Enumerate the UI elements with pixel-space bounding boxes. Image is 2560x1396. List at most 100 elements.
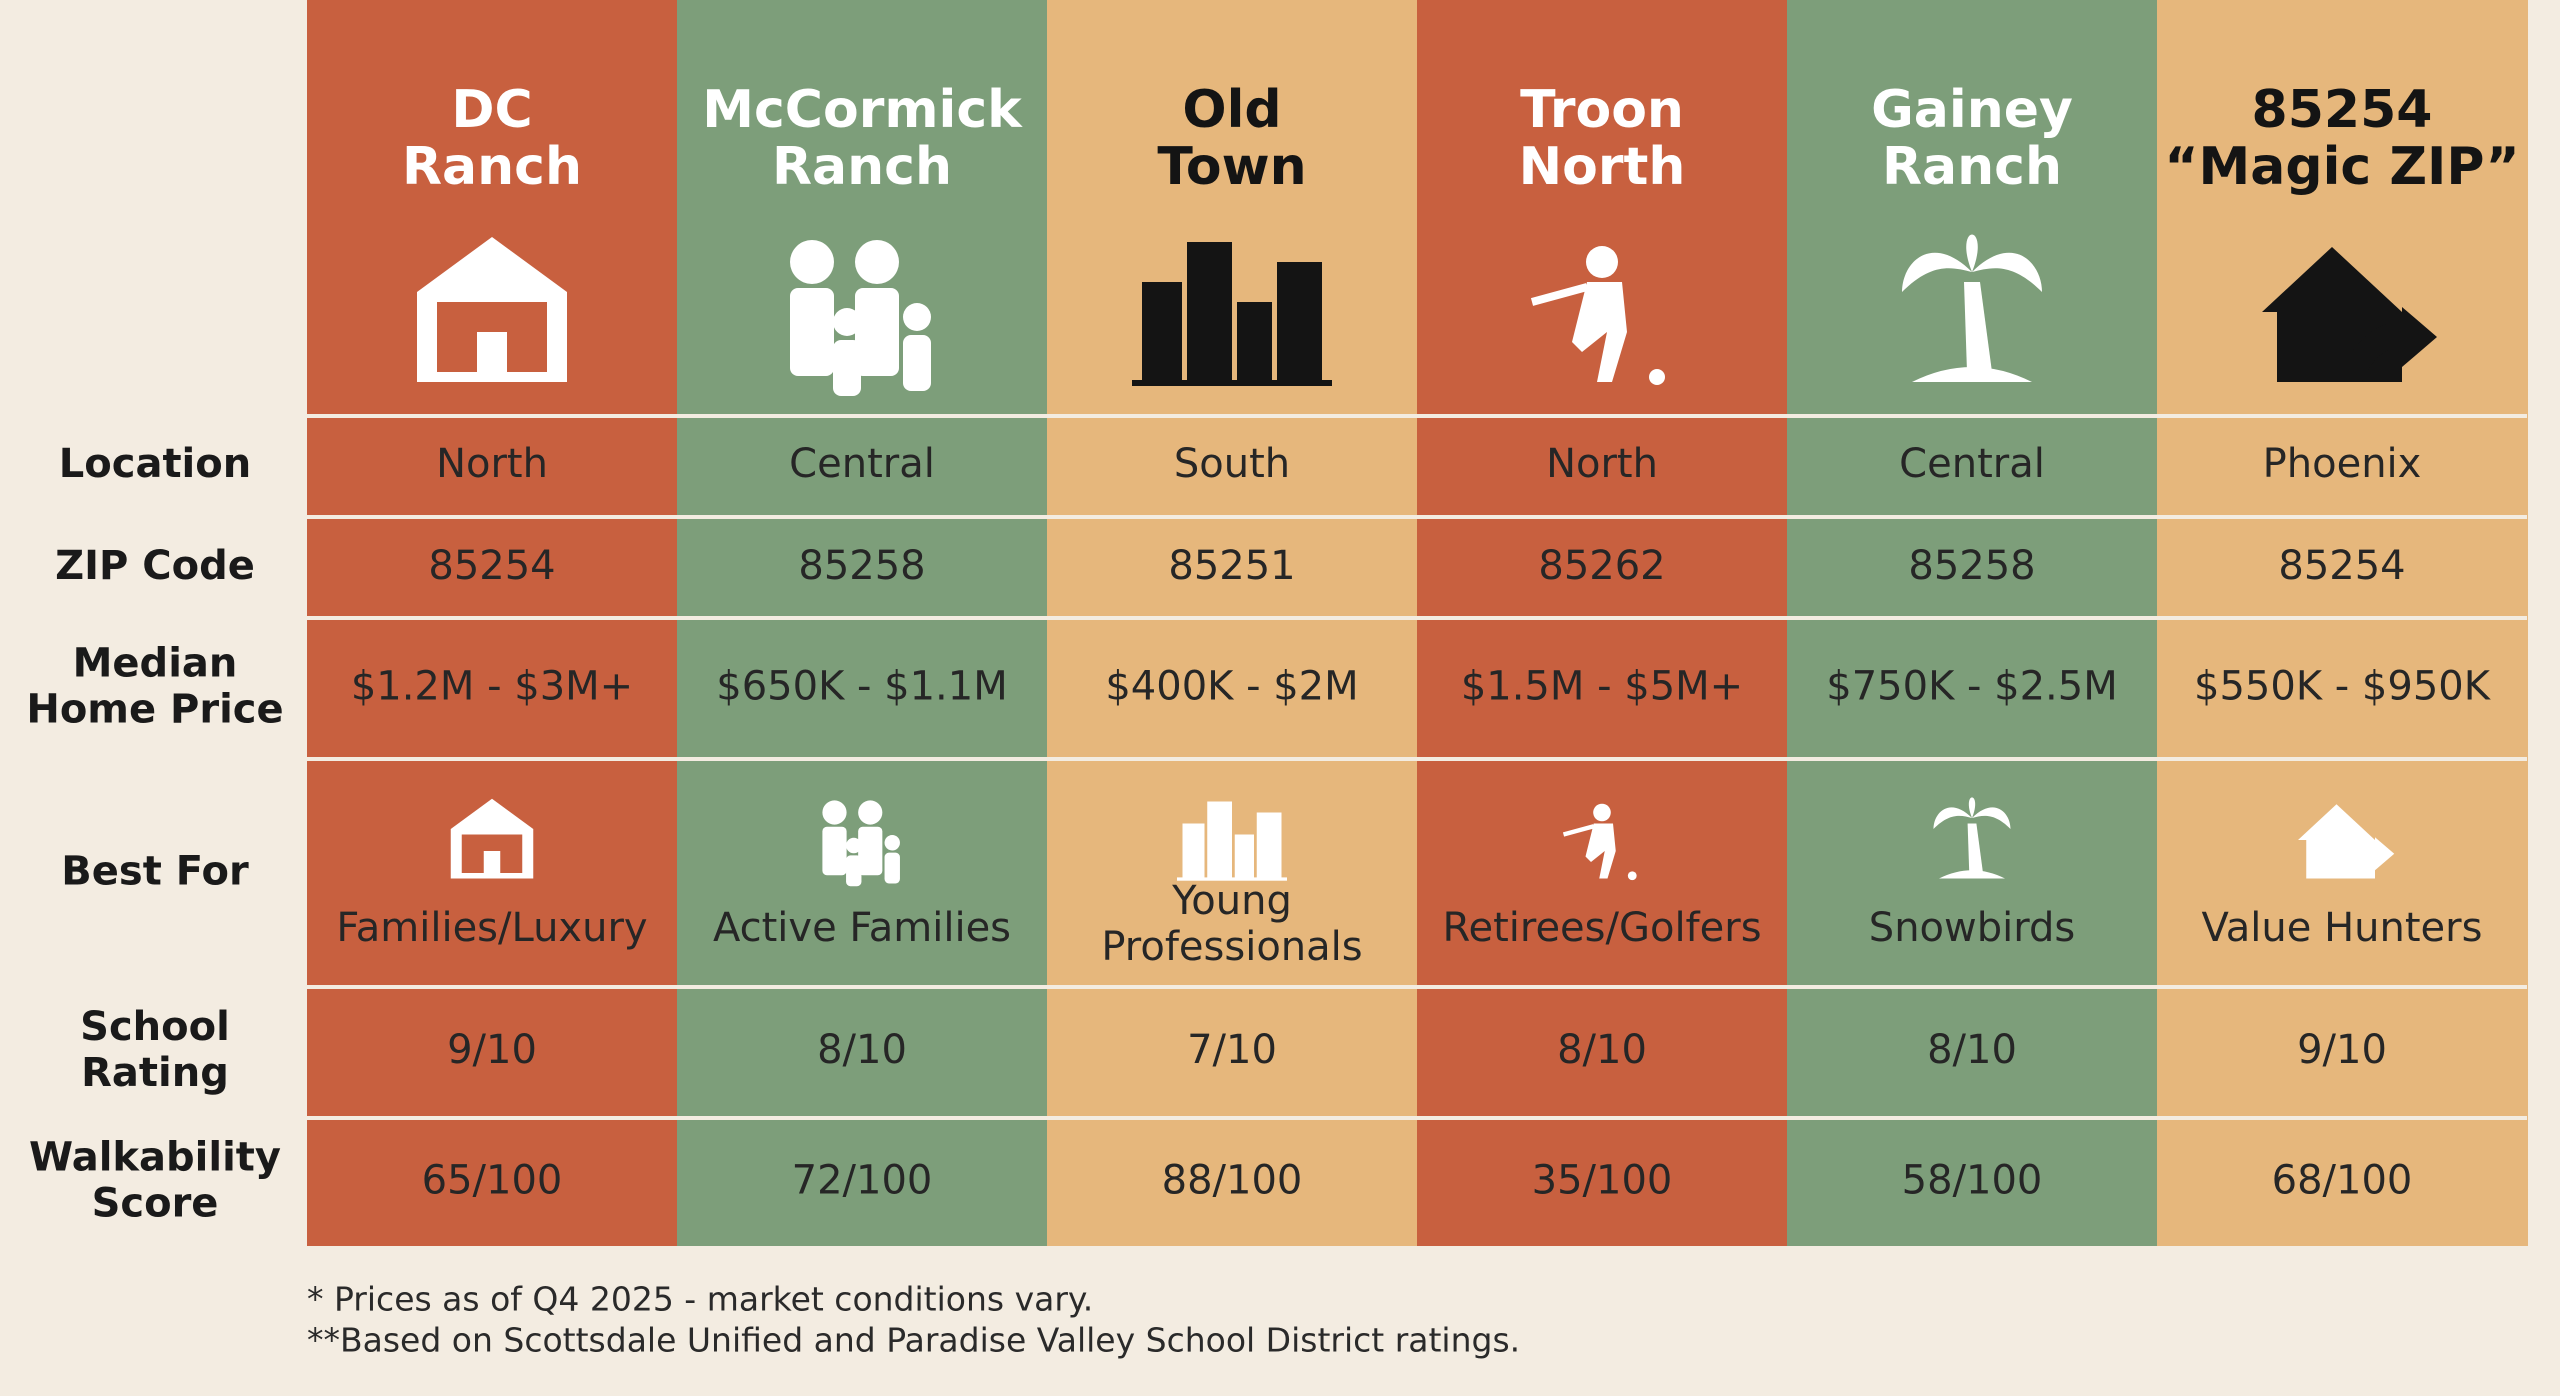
- icon: [417, 237, 567, 382]
- icon-shape: [1585, 823, 1616, 879]
- column-bg: [307, 0, 678, 1246]
- icon-shape: [1586, 246, 1618, 278]
- icon-shape: [1593, 803, 1611, 822]
- column-title: Ranch: [402, 137, 582, 197]
- column-title: Troon: [1520, 80, 1684, 140]
- icon-shape: [858, 826, 883, 876]
- column-bg: [1417, 0, 1788, 1246]
- column-title: McCormick: [702, 80, 1023, 140]
- cell-value: $650K - $1.1M: [716, 664, 1007, 710]
- icon-shape: [1530, 283, 1589, 306]
- icon: [2298, 804, 2395, 879]
- icon: [450, 798, 534, 879]
- icon-shape: [790, 288, 834, 376]
- row-label: Score: [92, 1181, 219, 1227]
- cell-value: Value Hunters: [2202, 905, 2483, 951]
- row-label: Location: [59, 441, 251, 487]
- icon-shape: [483, 851, 501, 873]
- icon-shape: [1968, 797, 1976, 818]
- cell-value: Retirees/Golfers: [1442, 905, 1761, 951]
- icon: [1530, 246, 1665, 385]
- icon-shape: [1972, 807, 2011, 829]
- footnote: * Prices as of Q4 2025 - market conditio…: [307, 1280, 1093, 1319]
- icon-shape: [855, 240, 899, 284]
- column-title: DC: [451, 80, 532, 140]
- icon-shape: [884, 852, 900, 884]
- cell-value: Active Families: [713, 905, 1011, 951]
- column-title: “Magic ZIP”: [2164, 137, 2519, 197]
- cell-value: Professionals: [1101, 924, 1362, 970]
- icon-shape: [822, 826, 847, 876]
- cell-value: South: [1174, 441, 1290, 487]
- cell-value: 8/10: [1557, 1027, 1647, 1073]
- row-label: Rating: [81, 1050, 229, 1096]
- icon-shape: [1182, 823, 1205, 879]
- cell-value: $1.5M - $5M+: [1461, 664, 1743, 710]
- cell-value: 85254: [428, 543, 555, 589]
- icon: [1902, 234, 2042, 382]
- icon-shape: [1177, 877, 1287, 881]
- cell-value: 58/100: [1902, 1158, 2043, 1204]
- icon: [1177, 801, 1287, 881]
- cell-value: 68/100: [2272, 1158, 2413, 1204]
- cell-value: $550K - $950K: [2194, 664, 2492, 710]
- footnote: **Based on Scottsdale Unified and Paradi…: [307, 1321, 1520, 1360]
- icon: [790, 240, 931, 396]
- cell-value: North: [1546, 441, 1658, 487]
- icon-shape: [1572, 282, 1627, 382]
- cell-value: 9/10: [447, 1027, 537, 1073]
- cell-value: 85258: [798, 543, 925, 589]
- cell-value: 8/10: [1927, 1027, 2017, 1073]
- cell-value: Central: [1899, 441, 2045, 487]
- icon-shape: [1234, 834, 1254, 879]
- column-title: Ranch: [772, 137, 952, 197]
- icon: [1933, 797, 2011, 879]
- cell-value: Young: [1171, 878, 1292, 924]
- icon-shape: [903, 303, 931, 331]
- icon-shape: [477, 332, 507, 372]
- row-label: School: [80, 1004, 230, 1050]
- cell-value: 85258: [1908, 543, 2035, 589]
- cell-value: 8/10: [817, 1027, 907, 1073]
- cell-value: 35/100: [1532, 1158, 1673, 1204]
- icon-shape: [1967, 823, 1983, 873]
- cell-value: $400K - $2M: [1105, 664, 1358, 710]
- icon: [1562, 803, 1637, 881]
- icon-shape: [1142, 282, 1182, 382]
- icon-shape: [790, 240, 834, 284]
- row-label: ZIP Code: [55, 543, 255, 589]
- cell-value: 7/10: [1187, 1027, 1277, 1073]
- cell-value: North: [436, 441, 548, 487]
- icon-shape: [1237, 302, 1272, 382]
- column-title: Gainey: [1871, 80, 2073, 140]
- row-label: Best For: [61, 849, 249, 895]
- icon-shape: [903, 335, 931, 391]
- column-bg: [2157, 0, 2528, 1246]
- icon: [2262, 247, 2437, 382]
- icon-shape: [833, 308, 861, 336]
- row-label: Home Price: [26, 687, 283, 733]
- icon-shape: [1912, 367, 2032, 382]
- column-bg: [1787, 0, 2158, 1246]
- icon-shape: [855, 288, 899, 376]
- cell-value: 65/100: [422, 1158, 563, 1204]
- cell-value: 72/100: [792, 1158, 933, 1204]
- icon-shape: [884, 835, 900, 851]
- column-bg: [1047, 0, 1418, 1246]
- icon-shape: [1256, 812, 1282, 879]
- row-label: Walkability: [29, 1135, 281, 1181]
- cell-value: Snowbirds: [1869, 905, 2075, 951]
- icon-shape: [2352, 307, 2437, 382]
- cell-value: 85251: [1168, 543, 1295, 589]
- cell-value: Phoenix: [2263, 441, 2422, 487]
- row-label: Median: [73, 641, 238, 687]
- icon-shape: [846, 837, 862, 854]
- cell-value: 85262: [1538, 543, 1665, 589]
- icon-shape: [1132, 380, 1332, 386]
- icon-shape: [1972, 252, 2042, 292]
- icon-shape: [1649, 369, 1665, 385]
- cell-value: 88/100: [1162, 1158, 1303, 1204]
- cell-value: Central: [789, 441, 935, 487]
- cell-value: 9/10: [2297, 1027, 2387, 1073]
